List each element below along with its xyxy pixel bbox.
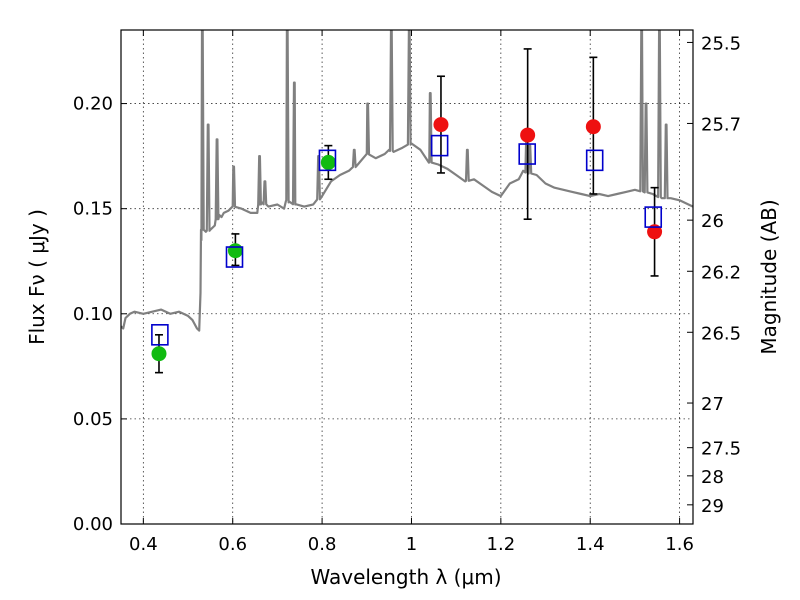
model-photometry-box xyxy=(644,206,663,228)
y2-tick-label: 26.2 xyxy=(701,262,741,283)
y-tick-label: 0.20 xyxy=(73,94,113,115)
model-spectrum xyxy=(121,30,693,332)
spectrum-line xyxy=(121,30,693,332)
x-tick-label: 0.6 xyxy=(218,534,247,555)
x-tick-label: 1.2 xyxy=(487,534,516,555)
x-tick-label: 1 xyxy=(406,534,417,555)
y2-axis-label: Magnitude (AB) xyxy=(757,199,781,354)
model-photometry-box xyxy=(518,143,537,165)
x-tick-label: 1.4 xyxy=(576,534,605,555)
y-axis-label: Flux Fν ( μJy ) xyxy=(25,209,49,345)
y2-tick-label: 25.5 xyxy=(701,33,741,54)
y-tick-label: 0.00 xyxy=(73,514,113,535)
y-tick-label: 0.10 xyxy=(73,304,113,325)
nir-flux-point xyxy=(585,119,601,135)
y2-tick-label: 29 xyxy=(701,496,724,517)
nir-flux-point xyxy=(433,117,449,133)
y2-tick-label: 25.7 xyxy=(701,114,741,135)
model-photometry-box xyxy=(585,149,604,172)
x-tick-label: 1.6 xyxy=(665,534,694,555)
optical-flux-point xyxy=(151,346,167,362)
model-photometry-box xyxy=(430,134,449,157)
axis-ticks: 0.4 0.6 0.8 1 1.2 1.4 1.6 0.00 0.05 0.10 0.15 0.20 2… xyxy=(73,30,741,555)
y2-tick-label: 26 xyxy=(701,211,724,232)
data-points xyxy=(151,117,663,362)
y-tick-label: 0.05 xyxy=(73,409,113,430)
y2-tick-label: 26.5 xyxy=(701,323,741,344)
model-photometry-box xyxy=(225,246,244,268)
plot-frame xyxy=(120,29,694,525)
y2-tick-label: 28 xyxy=(701,467,724,488)
x-tick-label: 0.4 xyxy=(129,534,158,555)
nir-flux-point xyxy=(647,224,663,240)
y-tick-label: 0.15 xyxy=(73,199,113,220)
optical-flux-point xyxy=(320,154,336,170)
nir-flux-point xyxy=(520,127,536,143)
y2-tick-label: 27.5 xyxy=(701,439,741,460)
y2-tick-label: 27 xyxy=(701,394,724,415)
model-photometry-box xyxy=(151,324,169,346)
x-axis-label: Wavelength λ (μm) xyxy=(310,565,501,589)
model-photometry-box xyxy=(318,149,337,172)
x-tick-label: 0.8 xyxy=(308,534,337,555)
optical-flux-point xyxy=(227,243,243,259)
